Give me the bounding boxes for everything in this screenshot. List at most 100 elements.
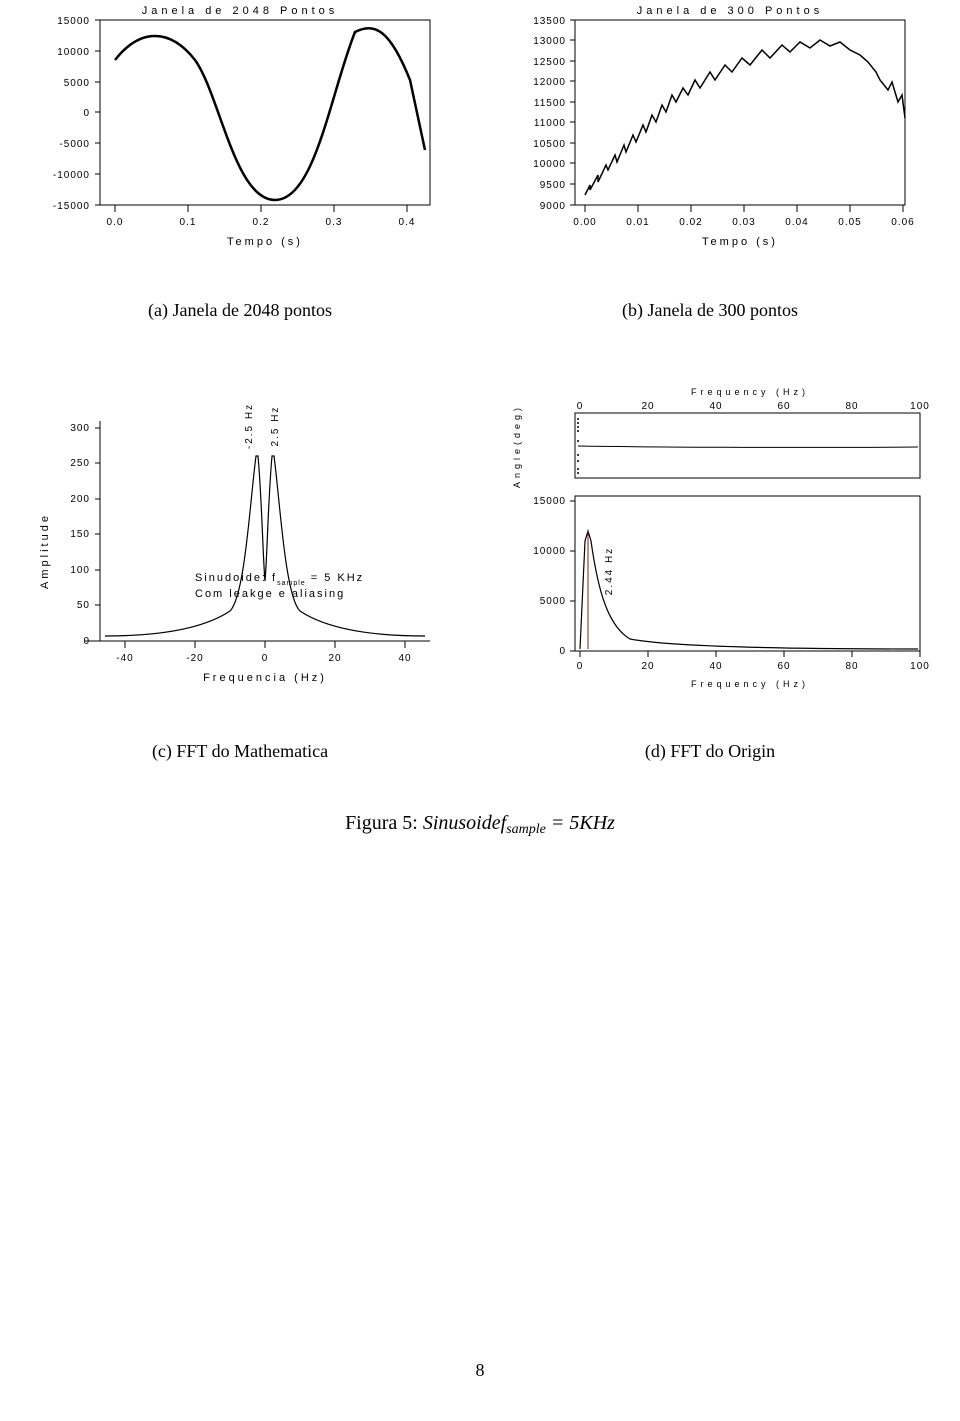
- bot-frame: [575, 496, 920, 651]
- yticks-d: 15000 10000 5000 0: [533, 496, 575, 657]
- svg-text:250: 250: [70, 458, 90, 469]
- svg-text:100: 100: [910, 401, 930, 412]
- svg-text:40: 40: [398, 653, 411, 664]
- xlabel-b: Tempo (s): [702, 236, 778, 248]
- angle-line: [578, 446, 918, 447]
- svg-text:0.0: 0.0: [107, 217, 124, 228]
- svg-text:11500: 11500: [534, 98, 566, 109]
- svg-text:0.03: 0.03: [732, 217, 755, 228]
- svg-text:40: 40: [709, 401, 722, 412]
- svg-text:13500: 13500: [533, 16, 566, 27]
- svg-text:-20: -20: [186, 653, 203, 664]
- xticks-b: 0.00 0.01 0.02 0.03 0.04 0.05 0.06: [573, 205, 914, 228]
- svg-text:60: 60: [777, 401, 790, 412]
- svg-text:0.02: 0.02: [679, 217, 702, 228]
- svg-text:9500: 9500: [540, 180, 566, 191]
- caption-d: (d) FFT do Origin: [645, 741, 775, 762]
- svg-text:13000: 13000: [533, 36, 566, 47]
- svg-text:0: 0: [559, 646, 566, 657]
- yticks-a: 15000 10000 5000 0 -5000 -10000 -15000: [53, 16, 100, 212]
- svg-text:0.05: 0.05: [838, 217, 861, 228]
- svg-text:200: 200: [70, 494, 90, 505]
- ylabel-c: Amplitude: [39, 513, 51, 589]
- panel-b: Janela de 300 Pontos 13500 13000 12500 1…: [490, 0, 930, 321]
- svg-text:5000: 5000: [64, 78, 90, 89]
- svg-text:20: 20: [641, 401, 654, 412]
- bot-xlabel: Frequency (Hz): [691, 679, 809, 689]
- plot-frame-b: [575, 20, 905, 205]
- sine-curve: [115, 28, 425, 200]
- plot-frame: [100, 20, 430, 205]
- svg-text:0: 0: [83, 636, 90, 647]
- svg-text:0.4: 0.4: [399, 217, 416, 228]
- chart-c: Amplitude 300 250 200 150 100 50 0 -40 -…: [30, 381, 450, 701]
- caption-b: (b) Janela de 300 pontos: [622, 300, 798, 321]
- svg-text:0.04: 0.04: [785, 217, 808, 228]
- svg-text:-5000: -5000: [59, 139, 90, 150]
- svg-text:100: 100: [70, 565, 90, 576]
- svg-text:15000: 15000: [57, 16, 90, 27]
- figure-caption: Figura 5: Sinusoidefsample = 5KHz: [0, 812, 960, 835]
- xlabel-a: Tempo (s): [227, 236, 303, 248]
- svg-text:5000: 5000: [540, 596, 566, 607]
- svg-text:80: 80: [845, 401, 858, 412]
- yticks-c: 300 250 200 150 100 50 0: [70, 423, 100, 647]
- peak2-label: 2.5 Hz: [270, 406, 281, 447]
- svg-text:0: 0: [83, 108, 90, 119]
- caption-italic: Sinusoidef: [423, 812, 506, 834]
- svg-text:11000: 11000: [534, 118, 566, 129]
- xticks-c: -40 -20 0 20 40: [116, 641, 411, 664]
- xticks-d-top: 0 20 40 60 80 100: [577, 401, 930, 412]
- svg-text:-40: -40: [116, 653, 133, 664]
- svg-text:10500: 10500: [533, 139, 566, 150]
- svg-text:0.06: 0.06: [891, 217, 914, 228]
- top-xlabel: Frequency (Hz): [691, 387, 809, 397]
- chart-a-title: Janela de 2048 Pontos: [142, 5, 339, 17]
- svg-text:10000: 10000: [57, 47, 90, 58]
- caption-suffix: = 5KHz: [546, 812, 615, 834]
- svg-text:0.01: 0.01: [626, 217, 649, 228]
- svg-text:0.3: 0.3: [326, 217, 343, 228]
- svg-text:-10000: -10000: [53, 170, 90, 181]
- svg-text:10000: 10000: [533, 159, 566, 170]
- svg-text:60: 60: [777, 661, 790, 672]
- peak1-label: -2.5 Hz: [244, 403, 255, 449]
- yticks-b: 13500 13000 12500 12000 11500 11000 1050…: [533, 16, 575, 212]
- xlabel-c: Frequencia (Hz): [203, 672, 327, 684]
- chart-b-title: Janela de 300 Pontos: [637, 5, 823, 17]
- svg-text:100: 100: [910, 661, 930, 672]
- anno-line2: Com leakge e aliasing: [195, 588, 345, 600]
- svg-text:20: 20: [328, 653, 341, 664]
- caption-subscript: sample: [506, 822, 546, 837]
- top-ylabel: Angle(deg): [512, 404, 522, 488]
- xticks-d-bot: 0 20 40 60 80 100: [577, 651, 930, 672]
- svg-text:12500: 12500: [533, 57, 566, 68]
- svg-text:0: 0: [577, 661, 584, 672]
- caption-a: (a) Janela de 2048 pontos: [148, 300, 332, 321]
- panel-a: Janela de 2048 Pontos 15000 10000 5000 0…: [30, 0, 450, 321]
- svg-text:0: 0: [577, 401, 584, 412]
- anno-line1: Sinudoide: fsample = 5 KHz: [195, 572, 364, 587]
- svg-text:12000: 12000: [533, 77, 566, 88]
- chart-d: Frequency (Hz) 0 20 40 60 80 100 Angle(d…: [490, 381, 930, 701]
- chart-b: Janela de 300 Pontos 13500 13000 12500 1…: [500, 0, 920, 260]
- fft-curve: [105, 456, 425, 636]
- svg-text:10000: 10000: [533, 546, 566, 557]
- svg-text:50: 50: [77, 600, 90, 611]
- top-frame: [575, 413, 920, 478]
- svg-text:20: 20: [641, 661, 654, 672]
- fft-peak-curve: [580, 531, 918, 649]
- svg-text:0: 0: [262, 653, 269, 664]
- panel-d: Frequency (Hz) 0 20 40 60 80 100 Angle(d…: [490, 381, 930, 762]
- svg-text:-15000: -15000: [53, 201, 90, 212]
- svg-text:150: 150: [70, 529, 90, 540]
- svg-text:0.2: 0.2: [253, 217, 270, 228]
- caption-c: (c) FFT do Mathematica: [152, 741, 328, 762]
- svg-text:80: 80: [845, 661, 858, 672]
- svg-text:9000: 9000: [540, 201, 566, 212]
- chart-a: Janela de 2048 Pontos 15000 10000 5000 0…: [30, 0, 450, 260]
- svg-text:300: 300: [70, 423, 90, 434]
- svg-text:40: 40: [709, 661, 722, 672]
- panel-c: Amplitude 300 250 200 150 100 50 0 -40 -…: [30, 381, 450, 762]
- page-number: 8: [0, 1360, 960, 1381]
